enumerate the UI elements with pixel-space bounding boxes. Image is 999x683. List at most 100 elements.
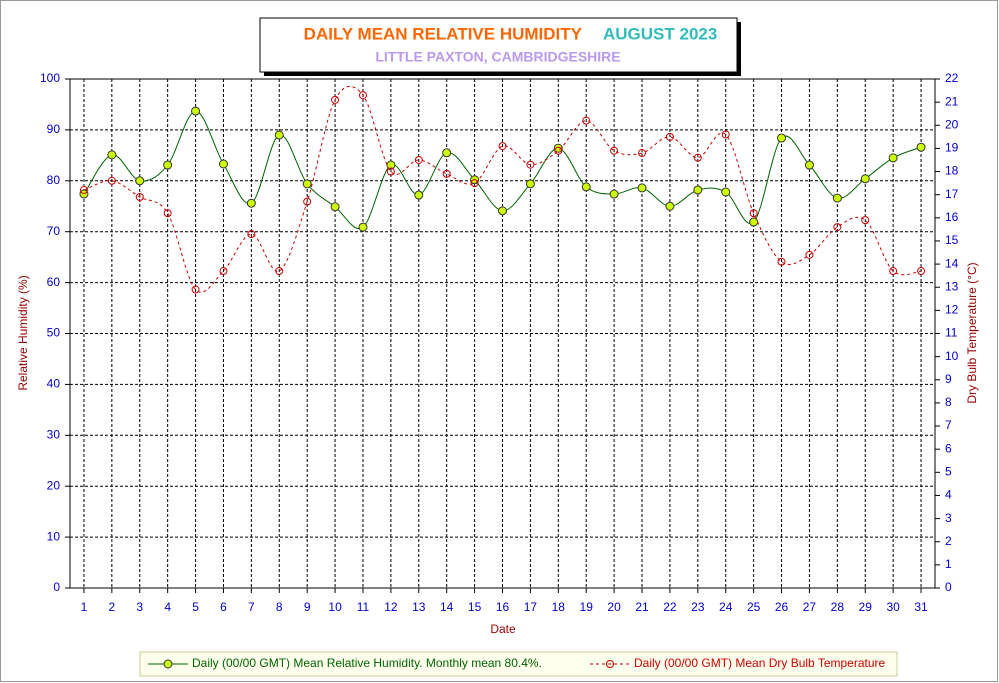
data-point [163, 160, 173, 170]
data-point [582, 116, 591, 125]
x-tick-label: 24 [719, 600, 733, 614]
y-tick-label: 10 [47, 529, 61, 543]
data-point [581, 182, 591, 192]
data-point [917, 267, 926, 276]
data-point [219, 267, 228, 276]
data-point [498, 142, 507, 151]
x-tick-label: 21 [635, 600, 649, 614]
data-point [386, 167, 395, 176]
data-point [246, 198, 256, 208]
chart-period: AUGUST 2023 [603, 24, 717, 43]
data-point [107, 176, 116, 185]
chart-subtitle: LITTLE PAXTON, CAMBRIDGESHIRE [375, 49, 620, 65]
y2-tick-label: 17 [945, 187, 959, 201]
data-point [638, 149, 647, 158]
data-point [833, 223, 842, 232]
x-axis-label: Date [490, 622, 516, 636]
y2-tick-label: 22 [945, 71, 959, 85]
y-tick-label: 50 [47, 326, 61, 340]
x-tick-label: 6 [220, 600, 227, 614]
data-point [414, 190, 424, 200]
data-point [191, 285, 200, 294]
x-tick-label: 10 [328, 600, 342, 614]
x-tick-label: 25 [747, 600, 761, 614]
data-point [525, 179, 535, 189]
data-point [302, 179, 312, 189]
data-point [665, 201, 675, 211]
data-point [916, 142, 926, 152]
y2-axis-label: Dry Bulb Temperature (°C) [965, 262, 979, 403]
data-point [665, 132, 674, 141]
x-tick-label: 2 [109, 600, 116, 614]
data-point [442, 169, 451, 178]
data-point [135, 192, 144, 201]
x-tick-label: 22 [663, 600, 677, 614]
y2-tick-label: 10 [945, 349, 959, 363]
y2-tick-label: 16 [945, 210, 959, 224]
data-point [804, 160, 814, 170]
data-point [218, 159, 228, 169]
y2-tick-label: 13 [945, 279, 959, 293]
x-tick-label: 9 [304, 600, 311, 614]
x-tick-label: 17 [524, 600, 538, 614]
y2-tick-label: 9 [945, 372, 952, 386]
x-tick-label: 7 [248, 600, 255, 614]
y2-tick-label: 14 [945, 256, 959, 270]
data-point [554, 146, 563, 155]
data-point [358, 91, 367, 100]
data-point [247, 230, 256, 239]
x-tick-label: 13 [412, 600, 426, 614]
y2-tick-label: 12 [945, 303, 959, 317]
y-tick-label: 70 [47, 224, 61, 238]
x-tick-label: 5 [192, 600, 199, 614]
data-point [414, 155, 423, 164]
data-point [777, 257, 786, 266]
plot-area [69, 78, 936, 589]
y2-tick-label: 20 [945, 117, 959, 131]
data-point [889, 267, 898, 276]
data-point [749, 209, 758, 218]
data-point [777, 133, 787, 143]
y2-tick-label: 2 [945, 534, 952, 548]
data-point [135, 176, 145, 186]
y2-tick-label: 7 [945, 418, 952, 432]
x-tick-label: 27 [803, 600, 817, 614]
data-point [749, 217, 759, 227]
legend-label: Daily (00/00 GMT) Mean Relative Humidity… [192, 656, 542, 670]
x-tick-label: 18 [552, 600, 566, 614]
x-tick-label: 8 [276, 600, 283, 614]
x-tick-label: 31 [914, 600, 928, 614]
y-tick-label: 100 [40, 71, 60, 85]
y2-tick-label: 11 [945, 326, 958, 340]
data-point [274, 130, 284, 140]
data-point [888, 153, 898, 163]
legend-marker [163, 659, 173, 669]
data-point [805, 250, 814, 259]
y2-tick-label: 18 [945, 164, 959, 178]
data-point [331, 95, 340, 104]
legend-box [139, 651, 898, 677]
y-tick-label: 60 [47, 275, 61, 289]
legend-label: Daily (00/00 GMT) Mean Dry Bulb Temperat… [634, 656, 886, 670]
x-tick-label: 28 [831, 600, 845, 614]
data-point [832, 193, 842, 203]
y2-tick-label: 15 [945, 233, 959, 247]
x-tick-label: 23 [691, 600, 705, 614]
data-point [498, 206, 507, 216]
x-tick-label: 30 [886, 600, 900, 614]
data-point [275, 267, 284, 276]
y-tick-label: 30 [47, 427, 61, 441]
data-point [610, 146, 619, 155]
x-tick-label: 20 [607, 600, 621, 614]
title-box [259, 17, 738, 73]
y-axis-label: Relative Humidity (%) [16, 275, 30, 390]
data-point [191, 106, 201, 116]
x-tick-label: 29 [859, 600, 873, 614]
x-tick-label: 11 [357, 600, 370, 614]
chart-title: DAILY MEAN RELATIVE HUMIDITY [304, 24, 583, 43]
data-point [637, 183, 647, 193]
data-point [163, 209, 172, 218]
y2-tick-label: 1 [945, 557, 952, 571]
